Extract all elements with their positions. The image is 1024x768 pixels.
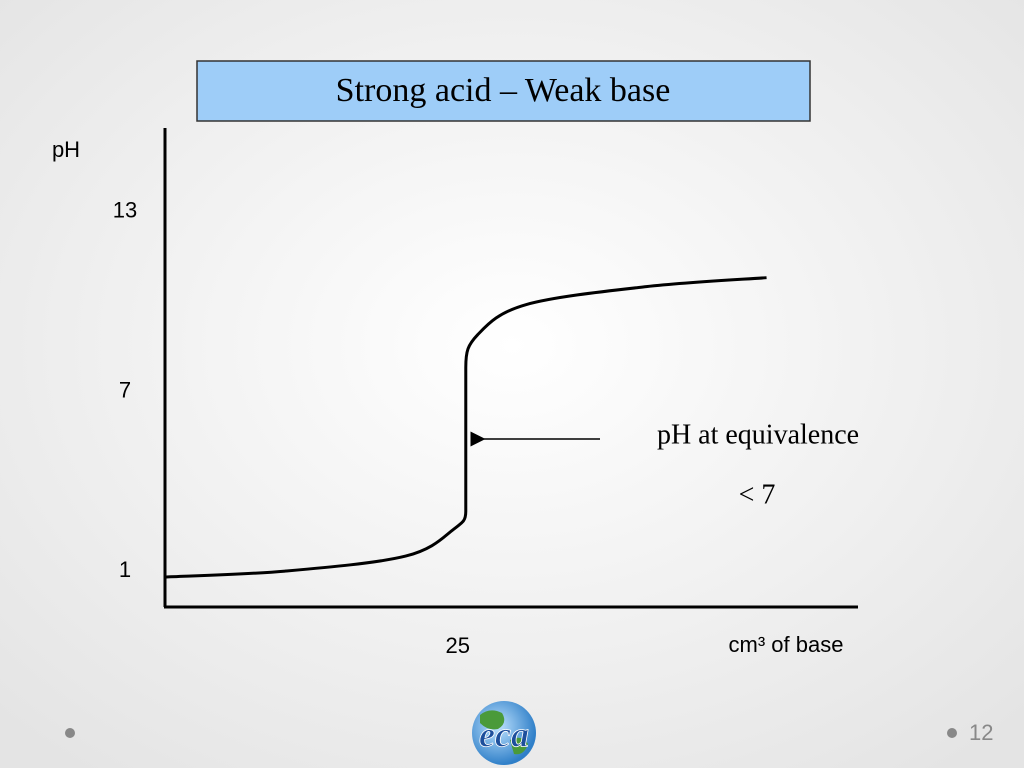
x-axis-label: cm³ of base xyxy=(729,632,844,657)
logo: eca xyxy=(472,701,536,765)
logo-land xyxy=(480,710,528,755)
chart-title: Strong acid – Weak base xyxy=(336,72,671,109)
logo-text: eca xyxy=(479,714,529,754)
y-tick-label: 7 xyxy=(119,377,131,402)
bullet-dot xyxy=(947,728,957,738)
x-tick-label: 25 xyxy=(446,633,470,658)
titration-curve xyxy=(164,276,767,579)
y-tick-label: 1 xyxy=(119,557,131,582)
bullet-dot xyxy=(65,728,75,738)
annotation: < 7 xyxy=(739,479,776,510)
page-number: 12 xyxy=(969,720,993,745)
title-box xyxy=(196,60,811,122)
annotation: pH at equivalence xyxy=(657,419,859,450)
y-axis-label: pH xyxy=(52,137,80,162)
y-tick-label: 13 xyxy=(113,198,137,223)
